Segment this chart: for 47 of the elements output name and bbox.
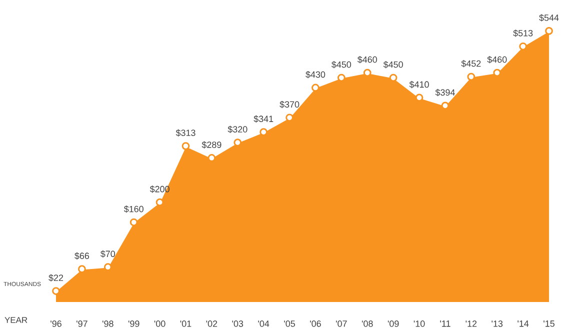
x-tick-label: '03 <box>232 320 244 327</box>
x-tick-label: '96 <box>50 320 62 327</box>
point <box>52 287 60 295</box>
x-tick-label: '02 <box>206 320 218 327</box>
point <box>519 42 527 50</box>
x-tick-label: '08 <box>362 320 373 327</box>
x-tick-label: '09 <box>388 320 399 327</box>
x-tick-label: '00 <box>154 320 166 327</box>
x-tick-label: '10 <box>414 320 425 327</box>
x-tick-label: '13 <box>492 320 503 327</box>
data-label: $289 <box>202 141 222 148</box>
x-tick-label: '12 <box>466 320 477 327</box>
x-tick-label: '98 <box>102 320 114 327</box>
point <box>182 142 190 150</box>
data-label: $313 <box>176 129 196 137</box>
x-tick-label: '01 <box>180 320 192 327</box>
x-tick-label: '05 <box>284 320 295 327</box>
point <box>467 72 476 81</box>
x-tick-label: '04 <box>258 320 270 327</box>
point <box>130 218 138 226</box>
data-label: $452 <box>461 60 481 68</box>
data-label: $460 <box>357 56 377 64</box>
x-tick-label: '97 <box>76 320 88 327</box>
data-label: $430 <box>306 70 326 78</box>
x-tick-label: '14 <box>518 320 529 327</box>
data-label: $513 <box>513 30 533 37</box>
data-label: $410 <box>409 80 429 88</box>
data-label: $450 <box>332 60 352 68</box>
data-label: $450 <box>383 60 403 68</box>
data-label: $460 <box>487 56 507 64</box>
x-tick-label: '15 <box>544 320 554 327</box>
x-tick-label: '07 <box>336 320 347 327</box>
x-tick-label: '11 <box>440 320 450 327</box>
point <box>312 84 320 92</box>
data-label: $320 <box>228 126 248 134</box>
x-tick-label: '06 <box>310 320 321 327</box>
data-label: $341 <box>254 115 274 123</box>
point <box>545 27 553 35</box>
data-label: $22 <box>48 274 64 282</box>
data-label: $394 <box>435 88 455 96</box>
data-label: $544 <box>539 14 559 22</box>
data-label: $370 <box>280 100 300 108</box>
data-label: $66 <box>74 252 90 260</box>
x-axis-title: YEAR <box>4 317 28 323</box>
data-label: $70 <box>100 250 116 258</box>
x-tick-label: '99 <box>128 320 140 327</box>
data-label: $160 <box>124 205 144 213</box>
